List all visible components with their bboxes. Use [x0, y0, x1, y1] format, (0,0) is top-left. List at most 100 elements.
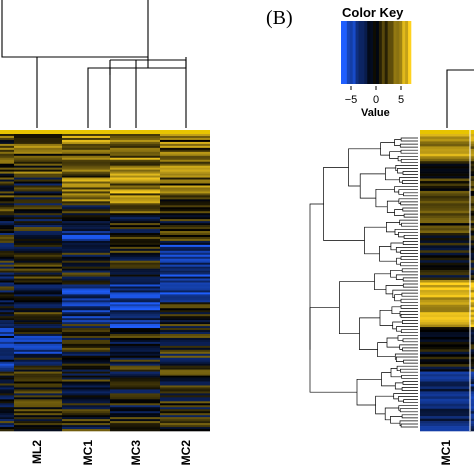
heatmap-cell [14, 385, 62, 387]
heatmap-cell [420, 377, 470, 380]
heatmap-cell [14, 158, 62, 160]
heatmap-cell [420, 406, 470, 409]
heatmap-cell [0, 166, 14, 168]
heatmap-cell [420, 426, 470, 429]
color-key-stripe [344, 21, 347, 84]
heatmap-cell [110, 393, 160, 395]
heatmap-cell [420, 193, 470, 196]
dendrogram-branch [398, 397, 418, 402]
heatmap-cell [110, 310, 160, 312]
heatmap-cell [420, 317, 470, 320]
dendrogram-branch [400, 311, 418, 316]
heatmap-cell [160, 415, 210, 417]
heatmap-cell [14, 187, 62, 189]
heatmap-cell [110, 281, 160, 283]
heatmap-cell [62, 304, 110, 306]
heatmap-cell [470, 322, 474, 325]
heatmap-cell [420, 389, 470, 392]
heatmap-cell [14, 162, 62, 164]
heatmap-cell [420, 344, 470, 347]
heatmap-cell [0, 326, 14, 328]
heatmap-cell [0, 409, 14, 411]
heatmap-cell [420, 216, 470, 219]
heatmap-cell [160, 304, 210, 306]
heatmap-cell [14, 306, 62, 308]
heatmap-cell [14, 144, 62, 146]
heatmap-cell [14, 215, 62, 217]
panel-b-label: (B) [266, 7, 293, 29]
heatmap-cell [160, 225, 210, 227]
heatmap-cell [420, 265, 470, 268]
heatmap-cell [62, 372, 110, 374]
heatmap-cell [14, 304, 62, 306]
heatmap-cell [160, 138, 210, 140]
heatmap-cell [110, 184, 160, 186]
heatmap-cell [420, 325, 470, 328]
heatmap-cell [470, 156, 474, 159]
heatmap-cell [62, 257, 110, 259]
heatmap-cell [110, 283, 160, 285]
heatmap-cell [160, 281, 210, 283]
heatmap-cell [0, 205, 14, 207]
heatmap-cell [160, 203, 210, 205]
heatmap-cell [62, 233, 110, 235]
heatmap-cell [14, 231, 62, 233]
heatmap-cell [0, 334, 14, 336]
heatmap-cell [420, 278, 470, 281]
heatmap-cell [160, 144, 210, 146]
heatmap-cell [470, 228, 474, 231]
heatmap-cell [14, 368, 62, 370]
dendrogram-branch [401, 150, 418, 153]
dendrogram-branch [402, 223, 419, 226]
heatmap-cell [110, 395, 160, 397]
heatmap-cell [420, 307, 470, 310]
heatmap-cell [420, 349, 470, 352]
heatmap-cell [160, 227, 210, 229]
heatmap-cell [62, 261, 110, 263]
heatmap-cell [0, 138, 14, 140]
heatmap-cell [470, 426, 474, 429]
heatmap-cell [0, 378, 14, 380]
heatmap-cell [110, 176, 160, 178]
heatmap-cell [62, 352, 110, 354]
heatmap-cell [160, 411, 210, 413]
heatmap-cell [0, 233, 14, 235]
heatmap-cell [62, 294, 110, 296]
heatmap-cell [420, 295, 470, 298]
heatmap-cell [14, 421, 62, 423]
heatmap-cell [160, 306, 210, 308]
heatmap-cell [420, 285, 470, 288]
heatmap-cell [160, 170, 210, 172]
heatmap-cell [470, 379, 474, 382]
heatmap-cell [0, 144, 14, 146]
dendrogram-branch [402, 293, 418, 296]
heatmap-cell [110, 427, 160, 429]
heatmap-cell [470, 310, 474, 313]
dendrogram-branch [400, 220, 418, 225]
heatmap-cell [110, 140, 160, 142]
heatmap-cell [14, 134, 62, 136]
heatmap-cell [160, 344, 210, 346]
heatmap-cell [0, 366, 14, 368]
heatmap-cell [470, 211, 474, 214]
heatmap-cell [160, 370, 210, 372]
heatmap-cell [160, 168, 210, 170]
heatmap-cell [420, 263, 470, 266]
heatmap-cell [160, 380, 210, 382]
color-key-stripe [376, 21, 379, 84]
heatmap-cell [470, 330, 474, 333]
heatmap-cell [160, 372, 210, 374]
heatmap-cell [160, 336, 210, 338]
heatmap-cell [110, 154, 160, 156]
heatmap-cell [160, 178, 210, 180]
heatmap-cell [14, 142, 62, 144]
dendrogram-branch [401, 202, 418, 205]
heatmap-cell [14, 409, 62, 411]
heatmap-cell [0, 245, 14, 247]
heatmap-cell [420, 221, 470, 224]
heatmap-cell [110, 429, 160, 431]
heatmap-cell [420, 287, 470, 290]
heatmap-cell [62, 417, 110, 419]
heatmap-cell [420, 179, 470, 182]
heatmap-cell [110, 407, 160, 409]
